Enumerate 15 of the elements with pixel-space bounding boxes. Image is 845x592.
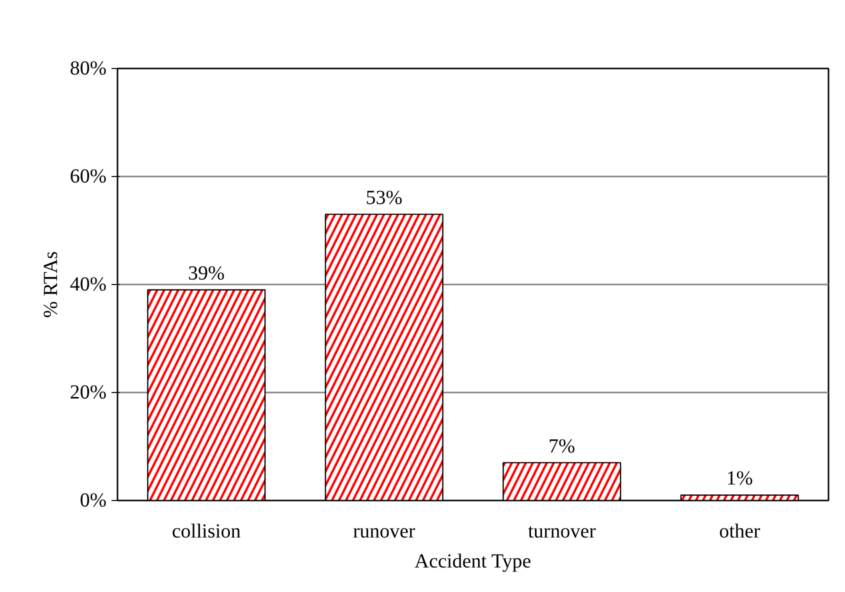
x-tick-label: other (719, 520, 761, 542)
y-tick-label: 20% (70, 382, 107, 404)
y-tick-label: 80% (70, 58, 107, 80)
data-label: 53% (366, 186, 402, 209)
y-tick-label: 40% (70, 274, 107, 296)
y-tick-label: 0% (80, 490, 107, 512)
x-tick-label: collision (172, 520, 241, 542)
x-axis-title: Accident Type (414, 550, 532, 572)
x-tick-label: turnover (528, 520, 596, 542)
data-label: 7% (548, 435, 576, 458)
data-label: 1% (726, 468, 753, 490)
y-tick-label: 60% (70, 166, 107, 188)
x-tick-label: runover (353, 520, 416, 542)
data-label: 39% (188, 262, 225, 284)
y-axis-title: % RTAs (40, 250, 62, 318)
